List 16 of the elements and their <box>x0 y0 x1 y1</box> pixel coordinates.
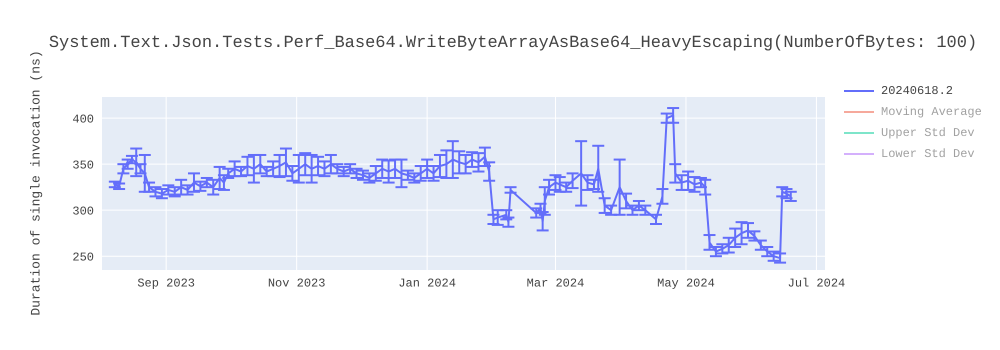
x-tick-label: Jan 2024 <box>398 276 456 291</box>
y-tick-label: 300 <box>72 204 94 218</box>
legend-label: Moving Average <box>881 104 982 118</box>
legend-label: 20240618.2 <box>881 84 954 98</box>
legend-label: Upper Std Dev <box>881 126 975 140</box>
x-tick-label: Sep 2023 <box>137 276 195 291</box>
y-tick-label: 250 <box>72 250 94 264</box>
x-tick-label: May 2024 <box>657 276 715 291</box>
y-tick-label: 350 <box>72 158 94 172</box>
x-tick-label: Mar 2024 <box>526 276 584 291</box>
x-tick-label: Jul 2024 <box>788 276 846 291</box>
y-axis-title: Duration of single invocation (ns) <box>28 50 44 316</box>
legend-label: Lower Std Dev <box>881 146 975 160</box>
x-tick-label: Nov 2023 <box>268 276 326 291</box>
y-tick-label: 400 <box>72 112 94 126</box>
chart-title: System.Text.Json.Tests.Perf_Base64.WriteByteArrayAsBase64_HeavyEscaping(NumberOfBytes: 100) <box>48 34 978 53</box>
